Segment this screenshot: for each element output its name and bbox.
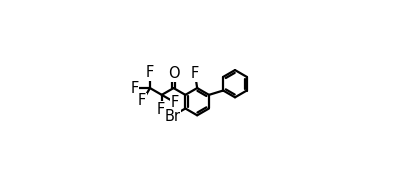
Text: F: F (170, 95, 179, 110)
Text: F: F (157, 102, 165, 117)
Text: F: F (130, 81, 138, 96)
Text: O: O (168, 66, 179, 81)
Text: F: F (146, 65, 154, 80)
Text: F: F (191, 66, 199, 81)
Text: Br: Br (165, 109, 181, 124)
Text: F: F (138, 93, 146, 108)
